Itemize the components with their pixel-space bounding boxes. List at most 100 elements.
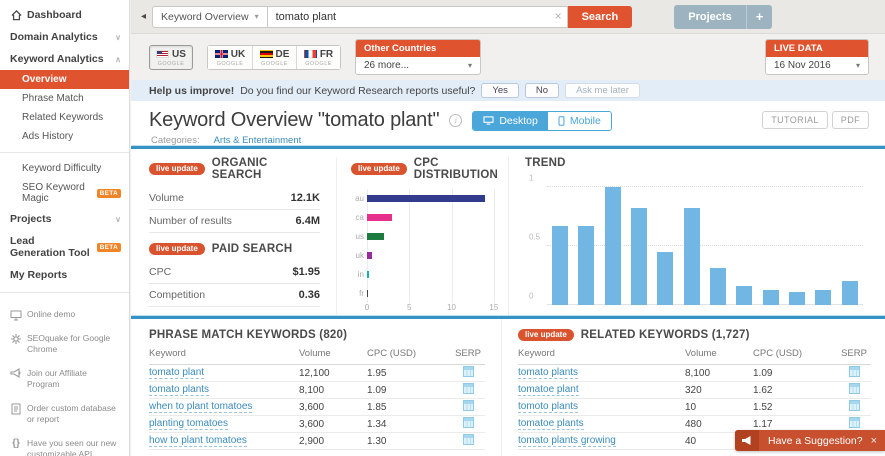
sidebar-item-overview[interactable]: Overview [0, 70, 129, 89]
feedback-no-button[interactable]: No [524, 83, 560, 98]
trend-bar[interactable] [841, 281, 858, 305]
desktop-toggle-button[interactable]: Desktop [473, 111, 548, 130]
mobile-toggle-button[interactable]: Mobile [547, 111, 611, 130]
clear-search-icon[interactable]: × [554, 8, 562, 23]
metric-row-results: Number of results 6.4M [149, 210, 320, 233]
column-header-cpc-usd-[interactable]: CPC (USD) [367, 348, 417, 359]
engine-label: GOOGLE [157, 60, 185, 67]
column-header-keyword[interactable]: Keyword [149, 348, 186, 359]
sidebar-item-affiliate-program[interactable]: Join our Affiliate Program [0, 362, 129, 397]
feedback-yes-button[interactable]: Yes [481, 83, 519, 98]
country-tab-uk[interactable]: UK GOOGLE [208, 45, 252, 69]
cpc-bar[interactable] [367, 233, 384, 240]
paid-search-title: PAID SEARCH [211, 243, 293, 255]
sidebar-item-dashboard[interactable]: Dashboard [0, 4, 129, 26]
sidebar-item-related-keywords[interactable]: Related Keywords [0, 108, 129, 127]
trend-bar[interactable] [789, 292, 806, 305]
serp-icon[interactable] [848, 417, 860, 428]
search-button[interactable]: Search [567, 5, 633, 28]
cpc-category-label: us [355, 232, 364, 241]
keyword-link[interactable]: tomato plants growing [518, 435, 616, 447]
serp-icon[interactable] [462, 434, 474, 445]
trend-bar[interactable] [604, 186, 621, 305]
sidebar-item-label: Order custom database or report [27, 402, 116, 425]
column-header-keyword[interactable]: Keyword [518, 348, 555, 359]
serp-icon[interactable] [848, 400, 860, 411]
sidebar-item-order-database[interactable]: Order custom database or report [0, 397, 129, 432]
info-icon[interactable]: i [449, 114, 463, 127]
column-header-serp[interactable]: SERP [455, 348, 481, 359]
sidebar: Dashboard Domain Analytics ∨ Keyword Ana… [0, 0, 130, 456]
keyword-link[interactable]: how to plant tomatoes [149, 435, 247, 447]
sidebar-item-domain-analytics[interactable]: Domain Analytics ∨ [0, 26, 129, 48]
keyword-link[interactable]: tomatoe plants [518, 418, 584, 430]
cpc-bar[interactable] [367, 214, 392, 221]
category-link[interactable]: Arts & Entertainment [213, 135, 302, 146]
sidebar-item-ads-history[interactable]: Ads History [0, 127, 129, 146]
column-header-volume[interactable]: Volume [299, 348, 331, 359]
sidebar-item-api-format[interactable]: {} Have you seen our new customizable AP… [0, 432, 129, 456]
serp-icon[interactable] [462, 383, 474, 394]
close-icon[interactable]: × [870, 434, 877, 447]
trend-bar[interactable] [736, 286, 753, 305]
sidebar-item-seo-keyword-magic[interactable]: SEO Keyword Magic BETA [0, 178, 129, 208]
pdf-button[interactable]: PDF [831, 111, 869, 129]
keyword-link[interactable]: tomatoe plant [518, 384, 579, 396]
column-header-volume[interactable]: Volume [685, 348, 717, 359]
trend-bar[interactable] [683, 208, 700, 305]
serp-icon[interactable] [848, 366, 860, 377]
serp-icon[interactable] [848, 383, 860, 394]
keyword-link[interactable]: tomoto plants [518, 401, 579, 413]
chevron-down-icon: ∨ [115, 32, 121, 42]
keyword-link[interactable]: tomato plants [149, 384, 210, 396]
gridline [409, 189, 411, 303]
trend-bar[interactable] [657, 251, 674, 305]
keyword-link[interactable]: tomato plants [518, 367, 579, 379]
serp-icon[interactable] [462, 400, 474, 411]
trend-bar[interactable] [710, 268, 727, 305]
sidebar-item-my-reports[interactable]: My Reports [0, 264, 129, 286]
sidebar-item-phrase-match[interactable]: Phrase Match [0, 89, 129, 108]
country-tab-de[interactable]: DE GOOGLE [252, 45, 296, 69]
cpc-bar[interactable] [367, 271, 370, 278]
search-type-dropdown[interactable]: Keyword Overview ▾ [152, 5, 268, 28]
other-countries-dropdown[interactable]: Other Countries 26 more... ▾ [355, 39, 481, 75]
keyword-link[interactable]: tomato plant [149, 367, 205, 379]
add-project-button[interactable]: + [746, 4, 773, 29]
cpc-bar-row [367, 265, 498, 284]
sidebar-collapse-button[interactable]: ◂ [141, 11, 147, 22]
trend-bar[interactable] [815, 289, 832, 305]
sidebar-item-seoquake[interactable]: SEOquake for Google Chrome [0, 327, 129, 362]
country-tab-fr[interactable]: FR GOOGLE [296, 45, 340, 69]
sidebar-item-keyword-analytics[interactable]: Keyword Analytics ∧ [0, 48, 129, 70]
cpc-cell: 1.17 [753, 418, 773, 430]
feedback-later-button[interactable]: Ask me later [565, 83, 640, 98]
sidebar-item-projects[interactable]: Projects ∨ [0, 208, 129, 230]
column-header-serp[interactable]: SERP [841, 348, 867, 359]
live-data-dropdown[interactable]: LIVE DATA 16 Nov 2016 ▾ [765, 39, 869, 75]
search-input[interactable] [267, 5, 568, 28]
keyword-link[interactable]: planting tomatoes [149, 418, 228, 430]
trend-bar[interactable] [552, 225, 569, 305]
trend-bar[interactable] [762, 289, 779, 305]
country-tab-us[interactable]: US GOOGLE [149, 44, 193, 70]
keyword-link[interactable]: when to plant tomatoes [149, 401, 253, 413]
projects-button[interactable]: Projects [674, 4, 747, 29]
volume-cell: 320 [685, 384, 702, 396]
serp-icon[interactable] [462, 366, 474, 377]
sidebar-item-keyword-difficulty[interactable]: Keyword Difficulty [0, 159, 129, 178]
cpc-bar[interactable] [367, 252, 373, 259]
trend-bar[interactable] [578, 225, 595, 305]
trend-bar[interactable] [631, 208, 648, 305]
cpc-bar[interactable] [367, 290, 368, 297]
cpc-bar[interactable] [367, 195, 486, 202]
serp-icon[interactable] [462, 417, 474, 428]
sidebar-item-online-demo[interactable]: Online demo [0, 303, 129, 327]
tutorial-button[interactable]: TUTORIAL [762, 111, 828, 129]
sidebar-item-label: Projects [10, 213, 52, 225]
sidebar-item-label: My Reports [10, 269, 68, 281]
sidebar-item-lead-generation-tool[interactable]: Lead Generation Tool BETA [0, 230, 129, 264]
sidebar-item-label: Keyword Analytics [10, 53, 104, 65]
suggestion-toast[interactable]: Have a Suggestion? × [734, 430, 885, 451]
column-header-cpc-usd-[interactable]: CPC (USD) [753, 348, 803, 359]
